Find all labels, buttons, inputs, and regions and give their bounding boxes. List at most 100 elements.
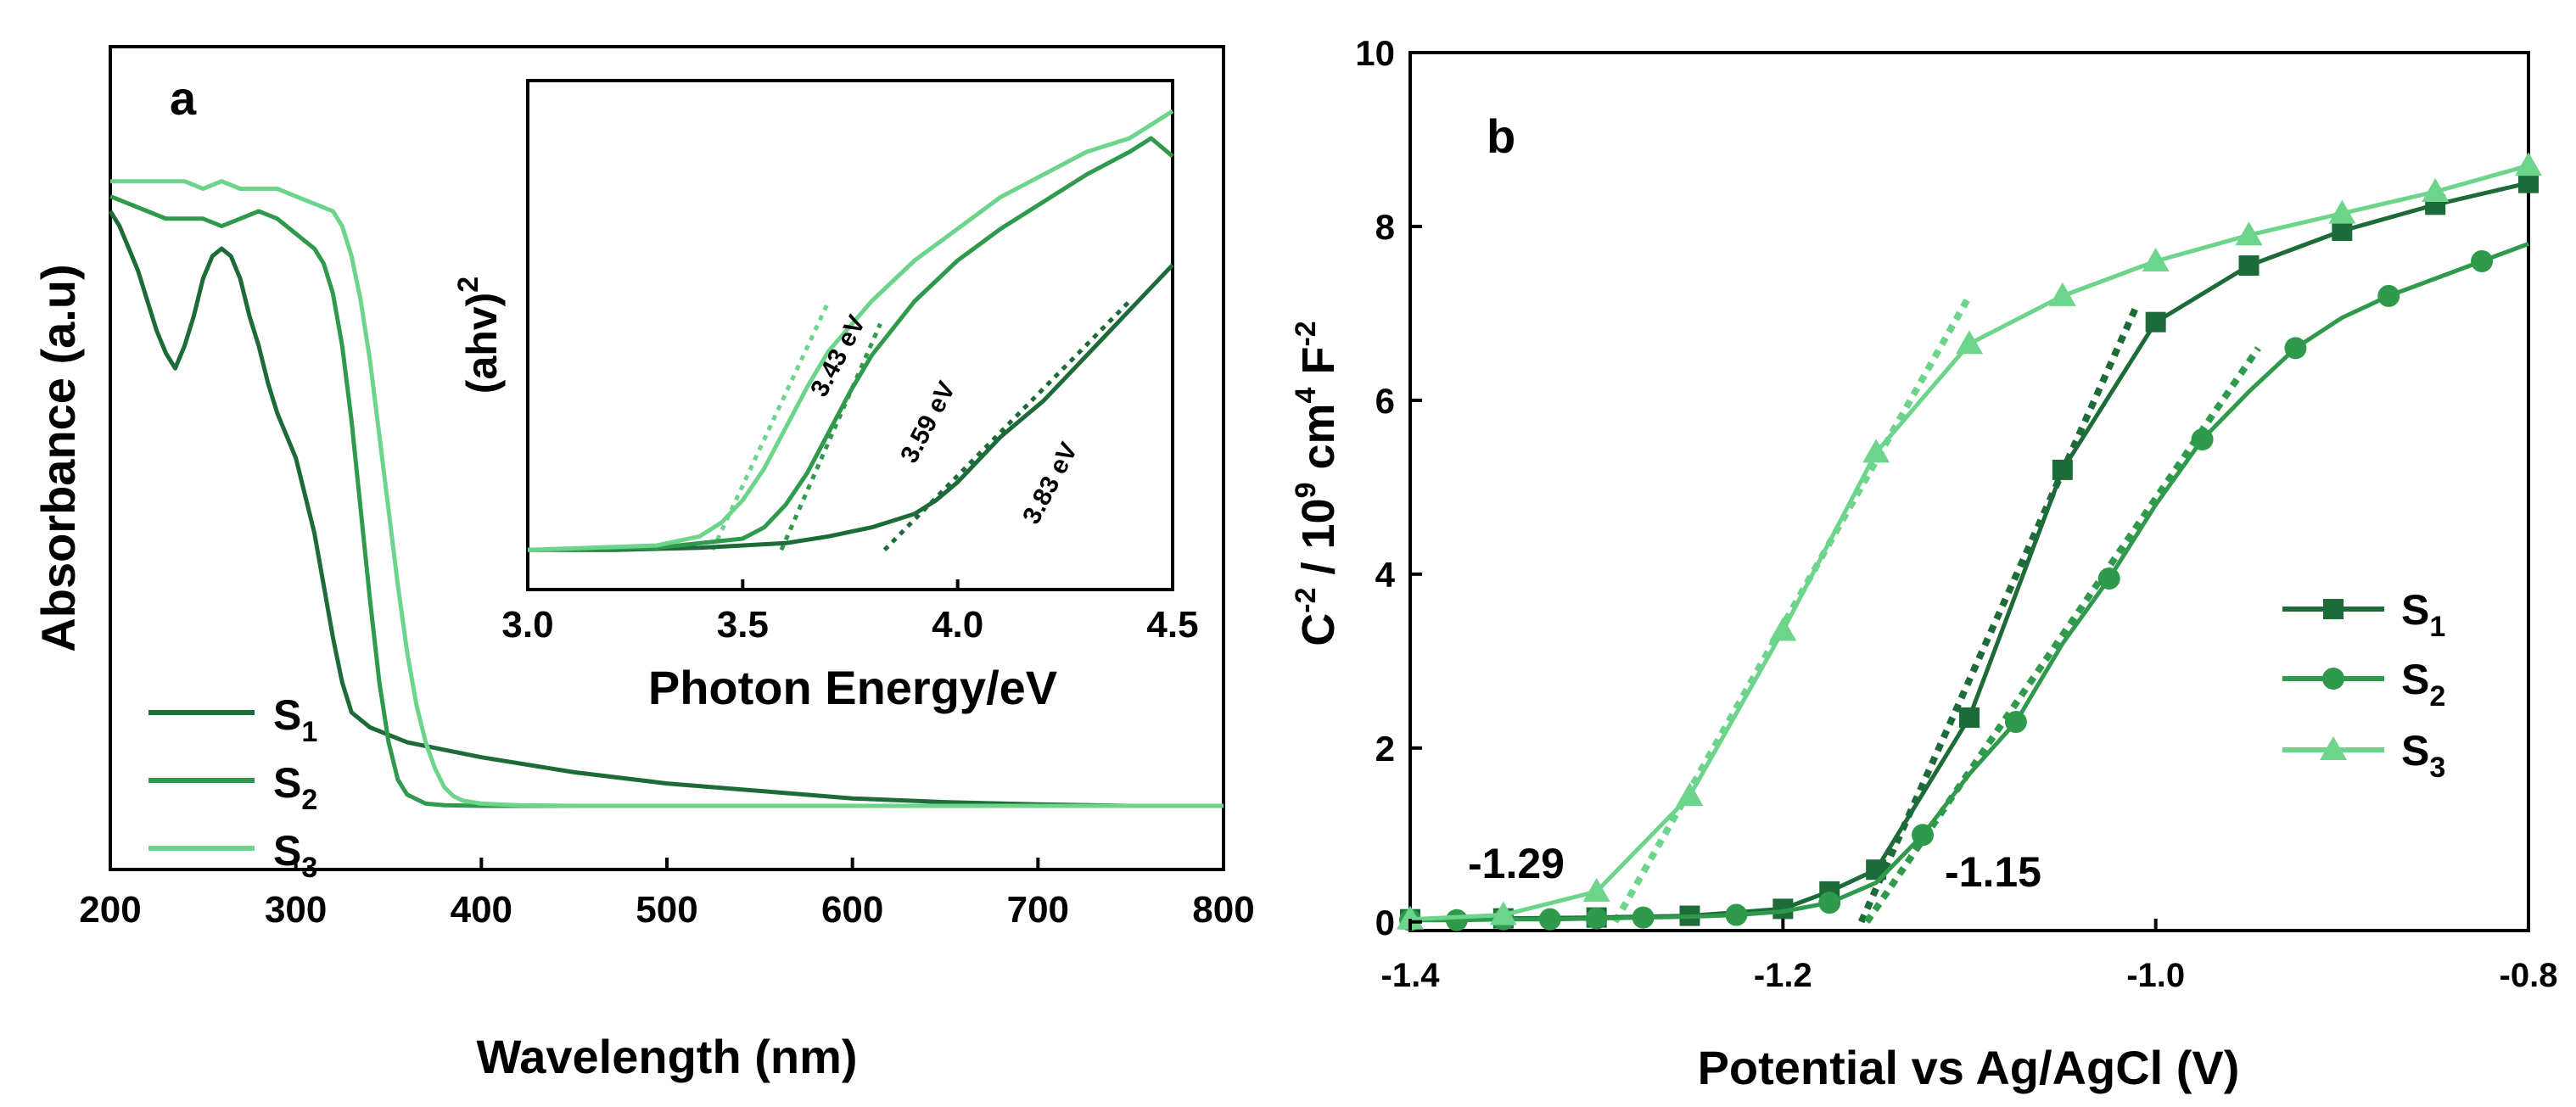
panel-b-point-s3-3 xyxy=(1676,782,1704,807)
panel-a-x-ticks: 200 300 400 500 600 700 800 xyxy=(79,858,1255,931)
panel-b-label: b xyxy=(1487,109,1515,163)
inset-fit-line-2 xyxy=(779,322,882,551)
panel-a-series xyxy=(108,179,1224,808)
legend-b-s3-s: S xyxy=(2401,727,2429,774)
legend-a-s3-label: S3 xyxy=(273,827,317,884)
panel-b-point-s2-14 xyxy=(2471,249,2494,272)
inset-line-s2 xyxy=(527,136,1174,552)
panel-b-x-tick-label-0: -1.4 xyxy=(1381,957,1441,994)
panel-a-x-tick-label-4: 600 xyxy=(821,889,883,931)
panel-b-x-tick-label-3: -0.8 xyxy=(2500,957,2558,994)
legend-a-s2-sub: 2 xyxy=(301,784,317,816)
panel-b-point-s3-7 xyxy=(2048,282,2076,306)
inset-x-tick-label-0: 3.0 xyxy=(501,604,553,646)
b-ylabel-mid: / 10 xyxy=(1293,498,1344,587)
panel-a-x-tick-label-5: 700 xyxy=(1007,889,1069,931)
panel-b-x-tick-label-1: -1.2 xyxy=(1754,957,1812,994)
panel-b-point-s2-12 xyxy=(2284,337,2307,360)
panel-b-point-s3-9 xyxy=(2235,221,2263,246)
legend-a-s1-s: S xyxy=(273,691,301,739)
b-ylabel-sup4: -2 xyxy=(1290,321,1322,346)
panel-b: -1.4 -1.2 -1.0 -0.8 0 2 4 6 8 10 b Potential vs … xyxy=(1290,33,2557,1094)
b-ylabel-sup1: -2 xyxy=(1290,587,1322,612)
b-ylabel-c: C xyxy=(1293,613,1344,646)
legend-b-s2-label: S2 xyxy=(2401,656,2445,713)
panel-a-y-axis-title: Absorbance (a.u) xyxy=(31,264,85,651)
panel-b-point-s2-11 xyxy=(2191,428,2214,451)
legend-b-s3-marker xyxy=(2320,736,2347,760)
legend-a-s2-s: S xyxy=(273,759,301,807)
panel-b-point-s3-11 xyxy=(2422,177,2450,202)
legend-b-s1-marker xyxy=(2323,599,2344,619)
panel-b-legend: S1 S2 S3 xyxy=(2282,586,2445,784)
legend-a-s3-sub: 3 xyxy=(301,852,317,884)
panel-b-point-s2-5 xyxy=(1632,906,1655,929)
panel-b-y-tick-label-1: 2 xyxy=(1375,729,1395,769)
legend-b-s1-sub: 1 xyxy=(2429,611,2445,643)
panel-b-frame xyxy=(1408,51,2530,932)
panel-b-point-s3-6 xyxy=(1956,330,1983,355)
panel-b-point-s2-6 xyxy=(1725,903,1748,926)
panel-b-point-s2-10 xyxy=(2097,567,2120,590)
panel-b-point-s3-8 xyxy=(2142,247,2170,271)
inset-y-axis-sup: 2 xyxy=(452,277,484,293)
panel-b-point-s2-8 xyxy=(1912,824,1935,847)
inset-line-s1 xyxy=(528,263,1174,552)
inset-series xyxy=(527,109,1174,552)
b-ylabel-end: F xyxy=(1293,347,1344,388)
panel-a-legend: S1 S2 S3 xyxy=(148,691,317,884)
panel-b-point-s1-11 xyxy=(2332,221,2353,242)
panel-b-x-axis-title: Potential vs Ag/AgCl (V) xyxy=(1698,1041,2240,1094)
panel-b-line-s1 xyxy=(1409,181,2529,922)
b-ylabel-sup2: 9 xyxy=(1290,482,1322,498)
inset-x-axis-title: Photon Energy/eV xyxy=(648,661,1057,714)
legend-b-s2-s: S xyxy=(2401,656,2429,703)
panel-b-series xyxy=(1397,152,2542,931)
panel-a-x-tick-label-2: 400 xyxy=(451,889,512,931)
panel-b-point-s2-3 xyxy=(1538,908,1561,931)
panel-b-annotation-s1: -1.15 xyxy=(1945,848,2041,896)
legend-b-s2-sub: 2 xyxy=(2429,680,2445,713)
panel-a-x-tick-label-3: 500 xyxy=(636,889,697,931)
panel-b-point-s1-8 xyxy=(2052,459,2073,480)
panel-b-point-s3-2 xyxy=(1582,877,1610,902)
panel-b-x-ticks: -1.4 -1.2 -1.0 -0.8 xyxy=(1381,919,2558,994)
b-ylabel-mid2: cm xyxy=(1293,403,1344,482)
panel-b-point-s1-9 xyxy=(2145,311,2166,333)
inset-x-ticks: 3.0 3.5 4.0 4.5 xyxy=(501,579,1199,646)
legend-b-s3-label: S3 xyxy=(2401,727,2445,784)
panel-b-y-tick-label-2: 4 xyxy=(1375,555,1396,595)
inset-y-axis-title: (ahv)2 xyxy=(452,277,506,394)
legend-b-s1-label: S1 xyxy=(2401,586,2445,643)
panel-b-y-axis-title: C-2 / 109 cm4 F-2 xyxy=(1290,321,1344,646)
panel-a: 200 300 400 500 600 700 800 a Wavelength (nm) … xyxy=(31,45,1255,1083)
panel-b-point-s3-5 xyxy=(1862,439,1890,463)
legend-b-s1-s: S xyxy=(2401,586,2429,634)
panel-a-x-axis-title: Wavelength (nm) xyxy=(476,1030,857,1083)
panel-a-label: a xyxy=(170,71,197,125)
panel-b-point-s1-13 xyxy=(2518,172,2539,193)
panel-b-y-tick-label-3: 6 xyxy=(1375,381,1395,421)
panel-b-y-tick-label-0: 0 xyxy=(1375,903,1395,942)
panel-b-point-s2-4 xyxy=(1585,907,1608,930)
panel-a-x-tick-label-0: 200 xyxy=(79,889,141,931)
panel-b-line-s3 xyxy=(1409,163,2529,922)
panel-b-point-s2-1 xyxy=(1445,909,1468,931)
panel-b-annotation-s3: -1.29 xyxy=(1468,840,1565,887)
inset-y-axis-base: (ahv) xyxy=(458,293,506,394)
panel-a-line-s3 xyxy=(110,179,1224,808)
panel-a-line-s1 xyxy=(108,210,1224,808)
panel-b-point-s3-4 xyxy=(1769,617,1797,641)
panel-b-y-ticks: 0 2 4 6 8 10 xyxy=(1355,33,1422,942)
inset-x-tick-label-3: 4.5 xyxy=(1146,604,1198,646)
legend-a-s3-s: S xyxy=(273,827,301,875)
panel-b-fit-lines xyxy=(1612,294,2261,925)
panel-b-point-s3-12 xyxy=(2515,152,2542,176)
panel-b-point-s2-7 xyxy=(1818,892,1841,914)
panel-a-x-tick-label-6: 800 xyxy=(1192,889,1254,931)
panel-b-fit-line-1 xyxy=(1857,303,2141,924)
legend-a-s2-label: S2 xyxy=(273,759,317,816)
panel-a-x-tick-label-1: 300 xyxy=(265,889,327,931)
panel-b-point-s1-10 xyxy=(2238,255,2260,277)
